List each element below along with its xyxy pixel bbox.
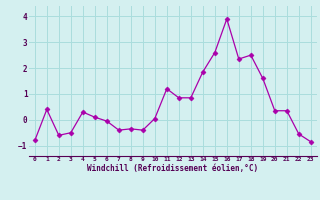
X-axis label: Windchill (Refroidissement éolien,°C): Windchill (Refroidissement éolien,°C) xyxy=(87,164,258,173)
